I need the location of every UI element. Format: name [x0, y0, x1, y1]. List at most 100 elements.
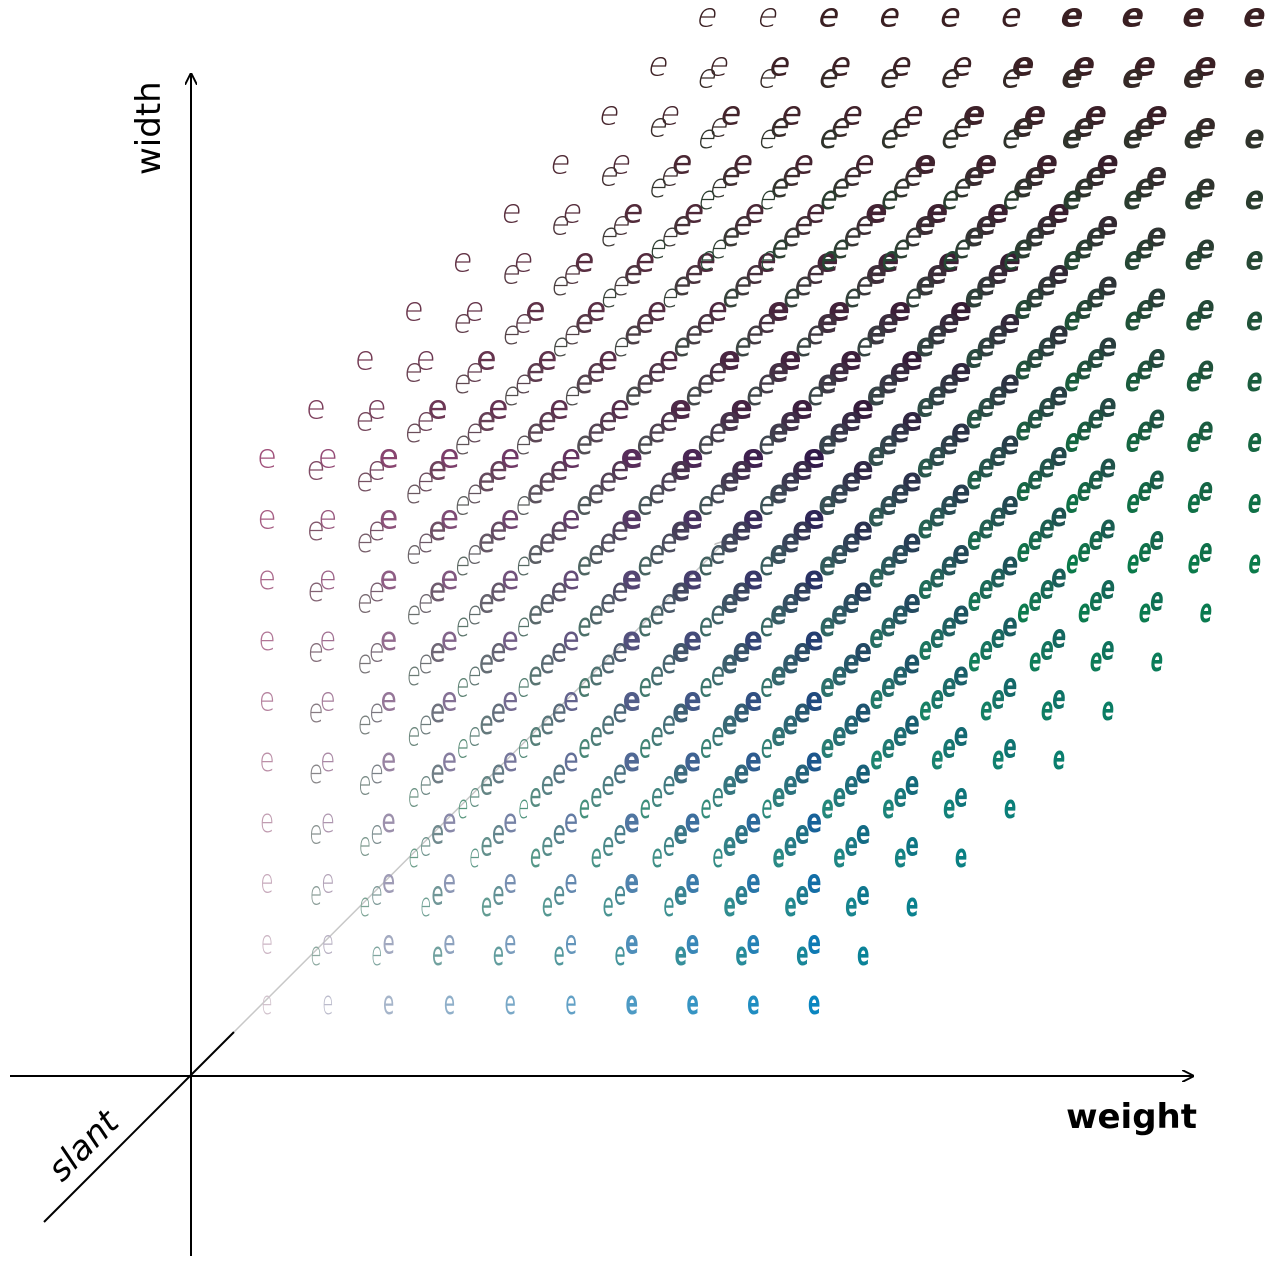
glyph-cell: e — [626, 984, 638, 1022]
glyph-cell: e — [644, 45, 673, 84]
glyph-cell: e — [480, 826, 493, 864]
glyph-cell: e — [549, 449, 569, 488]
glyph-cell: e — [770, 715, 787, 754]
glyph-cell: e — [540, 704, 556, 742]
weight-axis-label: weight — [1066, 1097, 1197, 1137]
glyph-cell: e — [663, 886, 675, 924]
glyph-cell: e — [465, 474, 485, 512]
glyph-cell: e — [673, 753, 689, 791]
glyph-cell: e — [306, 449, 326, 488]
glyph-cell: e — [406, 715, 421, 754]
glyph-cell: e — [440, 498, 459, 537]
glyph-cell: e — [1195, 409, 1217, 448]
glyph-cell: e — [622, 315, 645, 353]
glyph-cell: e — [806, 802, 822, 840]
glyph-cell: e — [856, 875, 870, 913]
glyph-cell: e — [755, 241, 780, 280]
glyph-cell: e — [505, 984, 516, 1022]
glyph-cell: e — [1045, 192, 1073, 231]
glyph-cell: e — [839, 339, 864, 378]
glyph-cell: e — [817, 485, 838, 524]
glyph-cell: e — [1240, 57, 1270, 95]
glyph-cell: e — [966, 581, 984, 618]
glyph-cell: e — [441, 681, 457, 720]
glyph-cell: e — [842, 643, 860, 681]
glyph-cell: e — [699, 728, 714, 766]
glyph-cell: e — [878, 240, 902, 278]
glyph-cell: e — [305, 388, 326, 427]
glyph-cell: e — [927, 496, 948, 534]
glyph-cell: e — [661, 643, 678, 681]
glyph-cell: e — [418, 764, 433, 803]
glyph-cell: e — [997, 302, 1022, 341]
glyph-cell: e — [650, 715, 665, 754]
glyph-cell: e — [1185, 483, 1204, 520]
glyph-cell: e — [537, 462, 557, 500]
glyph-cell: e — [942, 788, 957, 826]
glyph-cell: e — [1084, 338, 1108, 376]
glyph-cell: e — [1046, 253, 1072, 292]
glyph-cell: e — [868, 617, 886, 656]
glyph-cell: e — [732, 572, 752, 610]
glyph-cell: e — [760, 728, 775, 766]
glyph-cell: e — [467, 715, 482, 754]
glyph-cell: e — [1185, 543, 1203, 581]
glyph-cell: e — [711, 837, 724, 875]
glyph-cell: e — [1036, 387, 1059, 425]
glyph-cell: e — [903, 643, 921, 681]
glyph-cell: e — [851, 388, 874, 427]
glyph-cell: e — [633, 241, 658, 280]
glyph-cell: e — [613, 813, 627, 852]
glyph-cell: e — [1059, 179, 1086, 217]
glyph-cell: e — [526, 474, 546, 512]
glyph-cell: e — [820, 728, 836, 766]
glyph-cell: e — [1012, 349, 1035, 387]
glyph-cell: e — [930, 739, 945, 777]
glyph-cell: e — [589, 715, 604, 754]
glyph-cell: e — [881, 788, 896, 826]
glyph-cell: e — [585, 290, 609, 329]
glyph-cell: e — [369, 692, 385, 730]
glyph-cell: e — [953, 715, 970, 754]
glyph-cell: e — [1000, 240, 1024, 278]
glyph-cell: e — [780, 277, 804, 315]
glyph-cell: e — [416, 523, 435, 561]
glyph-cell: e — [976, 447, 997, 485]
glyph-cell: e — [500, 437, 520, 476]
glyph-cell: e — [623, 741, 640, 779]
glyph-cell: e — [548, 204, 573, 243]
glyph-cell: e — [941, 666, 958, 705]
glyph-cell: e — [709, 594, 727, 632]
glyph-cell: e — [902, 583, 922, 622]
glyph-cell: e — [417, 643, 434, 681]
glyph-cell: e — [451, 241, 476, 280]
glyph-cell: e — [1064, 543, 1082, 581]
glyph-cell: e — [599, 523, 618, 561]
glyph-cell: e — [645, 106, 672, 145]
glyph-cell: e — [791, 388, 814, 427]
glyph-cell: e — [561, 315, 584, 353]
glyph-cell: e — [769, 594, 788, 632]
glyph-cell: e — [833, 837, 847, 875]
glyph-cell: e — [693, 0, 723, 35]
glyph-cell: e — [1015, 592, 1032, 630]
glyph-cell: e — [1027, 641, 1043, 679]
glyph-cell: e — [804, 315, 827, 353]
glyph-cell: e — [990, 679, 1007, 717]
glyph-cell: e — [1244, 360, 1266, 399]
glyph-cell: e — [1137, 592, 1154, 630]
glyph-cell: e — [671, 572, 691, 610]
glyph-cell: e — [540, 764, 555, 803]
glyph-cell: e — [938, 425, 961, 463]
glyph-cell: e — [1001, 666, 1018, 705]
glyph-cell: e — [466, 594, 484, 632]
glyph-cell: e — [707, 413, 728, 451]
glyph-cell: e — [735, 935, 748, 973]
glyph-cell: e — [600, 643, 617, 681]
glyph-cell: e — [309, 753, 324, 791]
glyph-cell: e — [357, 704, 373, 742]
glyph-cell: e — [456, 728, 471, 766]
width-axis-label: width — [129, 81, 169, 175]
glyph-cell: e — [1148, 581, 1166, 618]
glyph-cell: e — [646, 351, 668, 390]
